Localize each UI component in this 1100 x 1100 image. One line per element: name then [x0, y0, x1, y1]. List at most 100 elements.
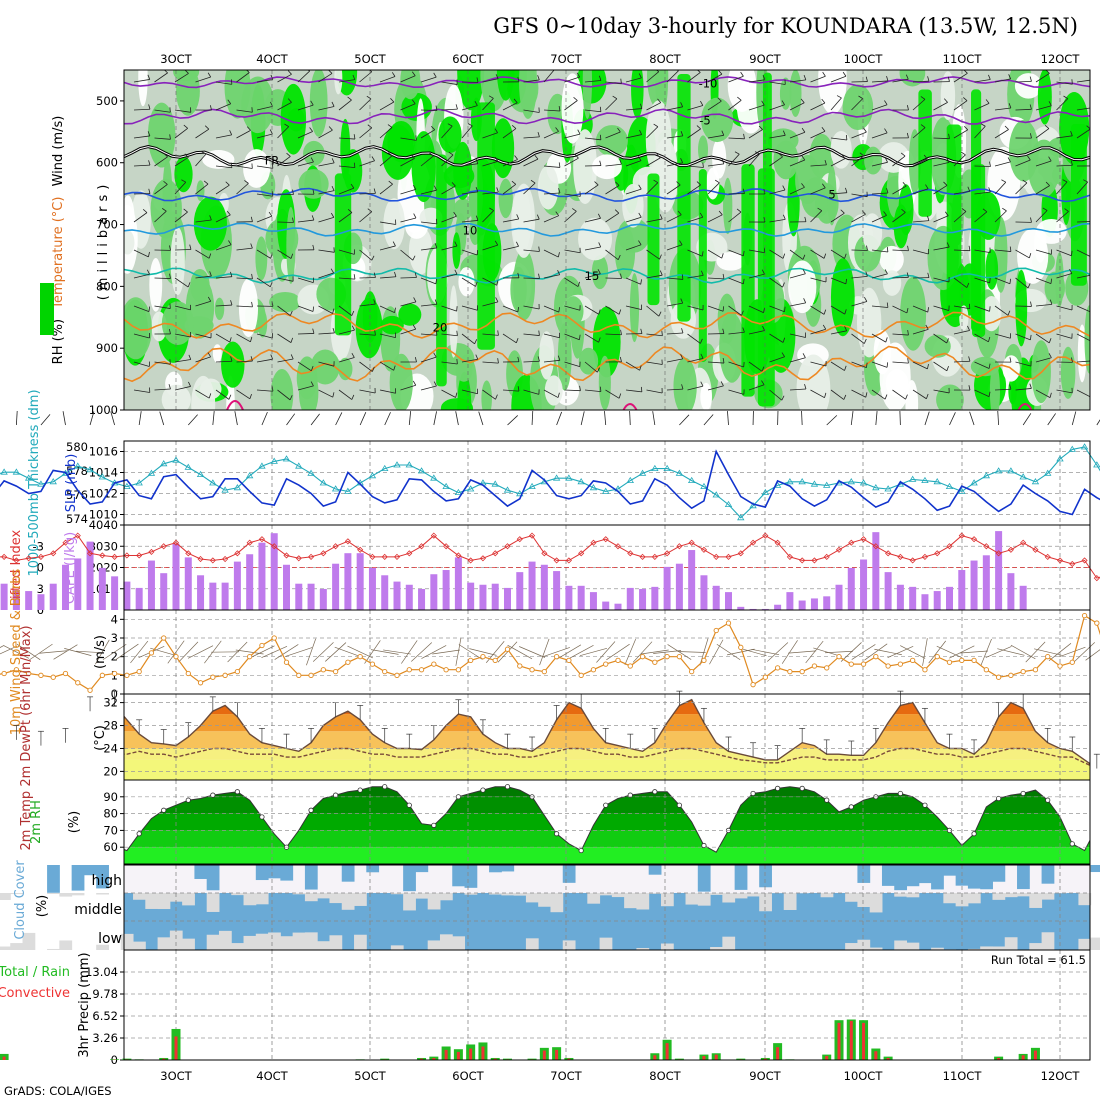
wind10m-barb: [421, 645, 447, 659]
wind-barb-flag: [311, 215, 315, 221]
wind-barb: [256, 165, 273, 169]
wind-barb: [1035, 73, 1050, 83]
wind-barb-flag: [754, 151, 760, 155]
wind-barb-flag: [858, 95, 863, 99]
wind-barb-flag: [537, 131, 540, 138]
wind-barb-flag: [330, 212, 335, 218]
wind-barb: [154, 137, 171, 140]
wind-barb-flag: [884, 157, 888, 163]
wind10m-point-24: [259, 642, 265, 649]
wind-barb: [687, 72, 701, 83]
rh-blob: [989, 362, 1000, 410]
wind-barb-flag: [1009, 357, 1012, 363]
wind-barb: [584, 305, 599, 315]
wind-barb-flag: [865, 76, 868, 82]
wind10m-barb: [767, 642, 789, 662]
wind-barb-flag: [517, 306, 520, 313]
wind-barb: [318, 332, 335, 335]
wind10m-barb: [519, 646, 546, 658]
cloud-cell: [967, 948, 981, 950]
rh-blob: [147, 102, 176, 168]
wind-barb-flag: [353, 274, 356, 280]
rh-blob: [700, 382, 712, 410]
cloud-high-cell: [280, 865, 294, 881]
wind-barb-flag: [946, 157, 950, 163]
wind-barb: [215, 165, 232, 169]
wind-barb: [543, 215, 559, 223]
wind10m-barb: [709, 639, 724, 665]
wind-barb-flag: [968, 245, 971, 251]
cloud-cell: [943, 893, 957, 904]
slp-tick-0: 1010: [89, 508, 118, 522]
wind10m-point-79: [934, 654, 940, 660]
li-point-82: [970, 536, 978, 543]
wind-barb: [1035, 333, 1050, 344]
wind-barb: [543, 359, 560, 363]
wind-barb: [892, 389, 906, 400]
wind-barb-flag: [680, 131, 684, 137]
rh-legend-swatch: [40, 283, 54, 335]
precip-conv-bar-73: [862, 1022, 866, 1060]
wind-barb: [523, 109, 540, 113]
wind-barb-flag: [680, 158, 684, 163]
cloud-cell: [47, 948, 60, 950]
wind-barb-flag: [1049, 299, 1053, 305]
wind10m-point-65: [762, 674, 768, 680]
cloud-cell: [648, 893, 662, 894]
wind-barb: [933, 162, 950, 167]
wind10m-point-40: [455, 667, 462, 673]
wind-barb: [625, 188, 642, 195]
wind-barb-flag: [163, 180, 168, 185]
rh-blob: [981, 296, 1002, 332]
wind10m-barb: [568, 645, 594, 659]
cloud-cell: [218, 930, 232, 950]
wind-barb-flag: [475, 281, 478, 287]
wind-barb: [338, 212, 353, 223]
wind-barb: [830, 305, 845, 315]
wind-barb: [502, 128, 517, 139]
wind-barb-flag: [1091, 392, 1092, 397]
wind-barb: [1056, 305, 1073, 311]
cape-bar-43: [491, 583, 499, 610]
precip-conv-bar-48: [555, 1049, 559, 1060]
rh-blob: [598, 355, 611, 410]
rh-blob: [512, 183, 536, 258]
wind-barb-flag: [494, 156, 499, 162]
wind-barb-flag: [701, 251, 704, 257]
cloud-cell: [587, 893, 601, 904]
li-point-38: [430, 532, 437, 539]
cloud-cell: [869, 893, 883, 913]
wind-barb-flag: [1007, 157, 1011, 163]
wind-barb: [420, 385, 437, 391]
isotherm-label-6: 20: [433, 321, 448, 335]
wind-barb: [441, 185, 456, 195]
strip-barb: [335, 412, 343, 426]
wind-barb-flag: [1091, 103, 1093, 108]
wind10m-barb: [677, 651, 706, 653]
date-tick-bottom-4: 7OCT: [550, 1069, 582, 1083]
thickness-point-67: [786, 478, 794, 485]
precip-conv-bar-17: [174, 1036, 178, 1060]
wind-barb: [441, 389, 456, 398]
wind-barb-flag: [718, 210, 723, 216]
rh2m-point-82: [971, 831, 977, 837]
wind10m-barb: [455, 638, 462, 666]
wind-barb: [133, 361, 150, 367]
cloud-high-cell: [1090, 865, 1100, 873]
wind10m-point-41: [468, 657, 474, 664]
wind-barb-flag: [290, 337, 294, 343]
wind-barb: [215, 134, 232, 139]
wind-barb-flag: [599, 386, 602, 392]
rh-band-4: [124, 786, 1090, 797]
wind-barb: [482, 78, 499, 83]
wind-barb-flag: [577, 129, 581, 135]
wind-barb: [441, 125, 453, 139]
wind-barb: [912, 99, 926, 111]
li-point-12: [111, 553, 118, 560]
wind-barb: [994, 333, 1011, 339]
rh-blob: [723, 177, 733, 235]
rh-blob: [1017, 228, 1049, 284]
strip-barb: [826, 415, 838, 426]
wind-barb: [687, 385, 704, 391]
thickness-point-62: [724, 500, 733, 507]
